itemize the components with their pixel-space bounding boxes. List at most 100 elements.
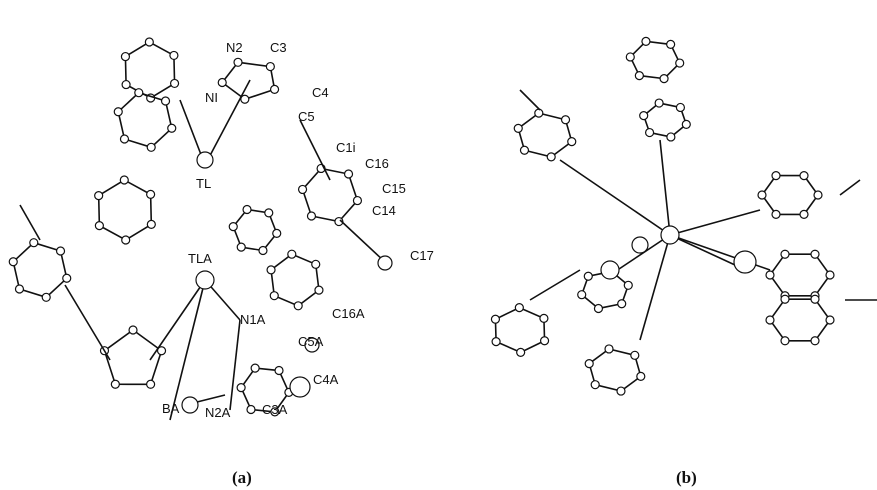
atom — [514, 124, 522, 132]
bond — [340, 220, 385, 262]
atom — [345, 170, 353, 178]
atom — [162, 97, 170, 105]
atom — [591, 381, 599, 389]
atom — [515, 304, 523, 312]
atom — [676, 59, 684, 67]
atom — [541, 337, 549, 345]
atom — [635, 72, 643, 80]
atom — [95, 222, 103, 230]
atom — [655, 99, 663, 107]
atom — [491, 315, 499, 323]
atom — [182, 397, 198, 413]
atom — [271, 85, 279, 93]
bond — [65, 285, 110, 360]
atom — [517, 348, 525, 356]
atom — [234, 58, 242, 66]
atom — [197, 152, 213, 168]
bond — [20, 205, 40, 240]
atom — [781, 295, 789, 303]
atom-label: TLA — [188, 251, 212, 266]
atom — [800, 210, 808, 218]
atom — [122, 81, 130, 89]
atom-label: NI — [205, 90, 218, 105]
atom — [772, 172, 780, 180]
atom — [147, 190, 155, 198]
atom — [631, 351, 639, 359]
atom-label: TL — [196, 176, 211, 191]
atom — [540, 314, 548, 322]
atom — [766, 316, 774, 324]
atom — [535, 109, 543, 117]
atom — [667, 40, 675, 48]
atom-label: C1i — [336, 140, 356, 155]
caption: (b) — [676, 468, 697, 487]
panel-a-labels: N2 C3 C4 NI C5 C1i C16 TL C15 C14 C17 TL… — [162, 40, 434, 420]
atom — [811, 337, 819, 345]
bond-ring — [271, 254, 319, 306]
bond — [150, 280, 205, 360]
atom — [766, 271, 774, 279]
atom-label: C4 — [312, 85, 329, 100]
atom — [121, 53, 129, 61]
bond — [660, 140, 670, 235]
atom — [247, 405, 255, 413]
atom-label: C3 — [270, 40, 287, 55]
atom — [111, 380, 119, 388]
bond — [670, 235, 735, 265]
atom — [640, 112, 648, 120]
molecule-drawings — [9, 37, 877, 420]
atom — [660, 75, 668, 83]
atom — [594, 304, 602, 312]
atom — [814, 191, 822, 199]
atom-label: C17 — [410, 248, 434, 263]
bond-ring — [125, 42, 174, 98]
atom-label: N1A — [240, 312, 266, 327]
atom-label: C16 — [365, 156, 389, 171]
atom — [251, 364, 259, 372]
atom — [492, 338, 500, 346]
bond — [840, 180, 860, 195]
atom — [642, 37, 650, 45]
atom — [9, 258, 17, 266]
atom — [147, 143, 155, 151]
atom — [632, 237, 648, 253]
caption: (a) — [232, 468, 252, 487]
atom — [626, 53, 634, 61]
atom — [147, 380, 155, 388]
atom — [135, 89, 143, 97]
atom — [57, 247, 65, 255]
atom-label: C4A — [313, 372, 339, 387]
atom — [637, 372, 645, 380]
bond-ring — [495, 308, 544, 353]
atom — [601, 261, 619, 279]
atom — [30, 239, 38, 247]
atom — [275, 367, 283, 375]
atom — [758, 191, 766, 199]
atom — [237, 384, 245, 392]
atom — [122, 236, 130, 244]
atom — [168, 124, 176, 132]
atom — [661, 226, 679, 244]
atom — [734, 251, 756, 273]
atom — [265, 209, 273, 217]
atom — [63, 274, 71, 282]
atom — [617, 387, 625, 395]
atom — [618, 300, 626, 308]
atom — [667, 133, 675, 141]
atom — [682, 120, 690, 128]
atom — [171, 79, 179, 87]
bond-ring — [99, 180, 152, 240]
atom — [218, 79, 226, 87]
atom-label: C14 — [372, 203, 396, 218]
atom — [114, 108, 122, 116]
atom — [95, 192, 103, 200]
atom — [273, 229, 281, 237]
atom — [288, 250, 296, 258]
atom-label: C5 — [298, 109, 315, 124]
atom — [15, 285, 23, 293]
atom — [547, 153, 555, 161]
atom-label: N2 — [226, 40, 243, 55]
bond-ring — [762, 176, 818, 215]
atom-label: C5A — [298, 334, 324, 349]
atom — [145, 38, 153, 46]
